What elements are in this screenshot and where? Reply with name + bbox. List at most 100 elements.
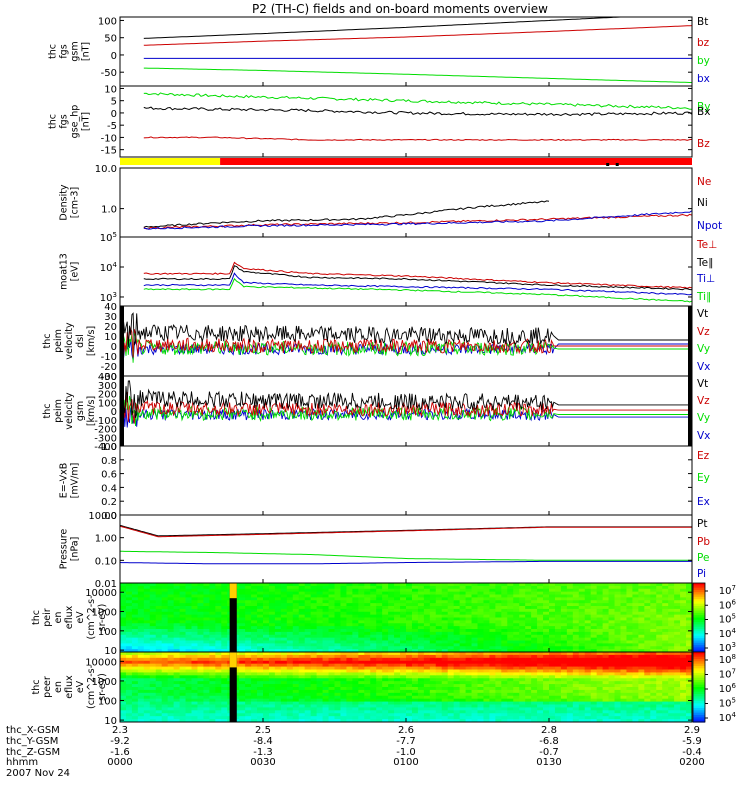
spectrogram-cell (304, 608, 312, 613)
spectrogram-cell (173, 657, 181, 662)
spectrogram-cell (274, 634, 282, 639)
spectrogram-cell (221, 698, 228, 703)
spectrogram-cell (519, 637, 526, 642)
spectrogram-cell (125, 600, 133, 604)
spectrogram-cell (554, 707, 562, 711)
legend-entry: Te⊥ (696, 239, 717, 251)
spectrogram-cell (477, 681, 485, 685)
spectrogram-cell (644, 660, 651, 665)
spectrogram-cell (304, 637, 312, 642)
spectrogram-cell (507, 681, 514, 685)
y-tick-label: 0.8 (101, 456, 117, 467)
colorbar-cell (693, 645, 705, 648)
spectrogram-cell (441, 707, 449, 711)
spectrogram-cell (495, 684, 502, 688)
spectrogram-cell (382, 608, 389, 613)
spectrogram-cell (644, 657, 651, 662)
spectrogram-cell (251, 606, 258, 610)
spectrogram-cell (435, 626, 443, 630)
spectrogram-cell (656, 701, 663, 706)
spectrogram-cell (483, 588, 491, 593)
spectrogram-cell (346, 687, 353, 691)
spectrogram-cell (680, 719, 687, 722)
spectrogram-cell (239, 634, 246, 639)
spectrogram-cell (656, 623, 663, 627)
spectrogram-cell (316, 687, 324, 691)
spectrogram-cell (411, 716, 419, 720)
spectrogram-cell (310, 611, 318, 616)
spectrogram-cell (674, 634, 681, 639)
spectrogram-cell (370, 585, 377, 590)
spectrogram-cell (626, 666, 634, 671)
spectrogram-cell (489, 608, 496, 613)
spectrogram-cell (584, 689, 592, 694)
spectrogram-cell (590, 620, 598, 624)
spectrogram-cell (560, 681, 568, 685)
colorbar-cell (693, 631, 705, 635)
spectrogram-cell (274, 657, 282, 662)
spectrogram-cell (316, 591, 324, 596)
spectrogram-cell (549, 698, 556, 703)
spectrogram-cell (656, 695, 663, 700)
spectrogram-cell (614, 666, 622, 671)
spectrogram-cell (435, 666, 443, 671)
spectrogram-cell (167, 663, 175, 668)
spectrogram-cell (578, 594, 586, 598)
spectrogram-cell (298, 640, 306, 644)
spectrogram-cell (531, 606, 538, 610)
spectrogram-cell (239, 614, 246, 619)
spectrogram-cell (525, 660, 532, 665)
spectrogram-cell (161, 608, 169, 613)
spectrogram-cell (644, 654, 651, 659)
spectrogram-cell (560, 672, 568, 676)
spectrogram-cell (614, 637, 622, 642)
spectrogram-cell (554, 594, 562, 598)
spectrogram-cell (185, 649, 193, 652)
spectrogram-cell (566, 695, 574, 700)
spectrogram-cell (411, 692, 419, 697)
spectrogram-cell (382, 695, 389, 700)
spectrogram-cell (245, 588, 252, 593)
spectrogram-cell (125, 629, 133, 633)
spectrogram-cell (274, 692, 282, 697)
spectrogram-cell (352, 684, 359, 688)
spectrogram-cell (286, 713, 294, 717)
spectrogram-cell (680, 603, 687, 607)
spectrogram-cell (388, 713, 395, 717)
spectrogram-cell (513, 675, 520, 679)
spectrogram-cell (411, 629, 419, 633)
spectrogram-cell (429, 585, 437, 590)
spectrogram-cell (686, 603, 692, 607)
spectrogram-cell (125, 719, 133, 722)
spectrogram-cell (584, 710, 592, 714)
spectrogram-cell (686, 631, 692, 636)
spectrogram-cell (537, 669, 544, 674)
spectrogram-cell (650, 713, 657, 717)
spectrogram-cell (322, 669, 330, 674)
spectrogram-cell (263, 597, 270, 601)
spectrogram-cell (346, 640, 353, 644)
spectrogram-cell (644, 603, 651, 607)
spectrogram-cell (614, 600, 622, 604)
spectrogram-cell (298, 663, 306, 668)
colorbar-cell (693, 638, 705, 642)
spectrogram-cell (334, 626, 342, 630)
spectrogram-cell (340, 594, 348, 598)
spectrogram-cell (125, 704, 133, 709)
spectrogram-cell (554, 623, 562, 627)
spectrogram-cell (680, 692, 687, 697)
spectrogram-cell (650, 608, 657, 613)
spectrogram-cell (566, 614, 574, 619)
spectrogram-cell (429, 594, 437, 598)
spectrogram-cell (274, 606, 282, 610)
spectrogram-cell (435, 594, 443, 598)
spectrogram-cell (298, 660, 306, 665)
spectrogram-cell (304, 617, 312, 621)
spectrogram-cell (161, 623, 169, 627)
spectrogram-cell (477, 692, 485, 697)
spectrogram-cell (495, 640, 502, 644)
spectrogram-cell (662, 681, 669, 685)
spectrogram-cell (632, 600, 639, 604)
spectrogram-cell (554, 597, 562, 601)
spectrogram-cell (328, 684, 336, 688)
